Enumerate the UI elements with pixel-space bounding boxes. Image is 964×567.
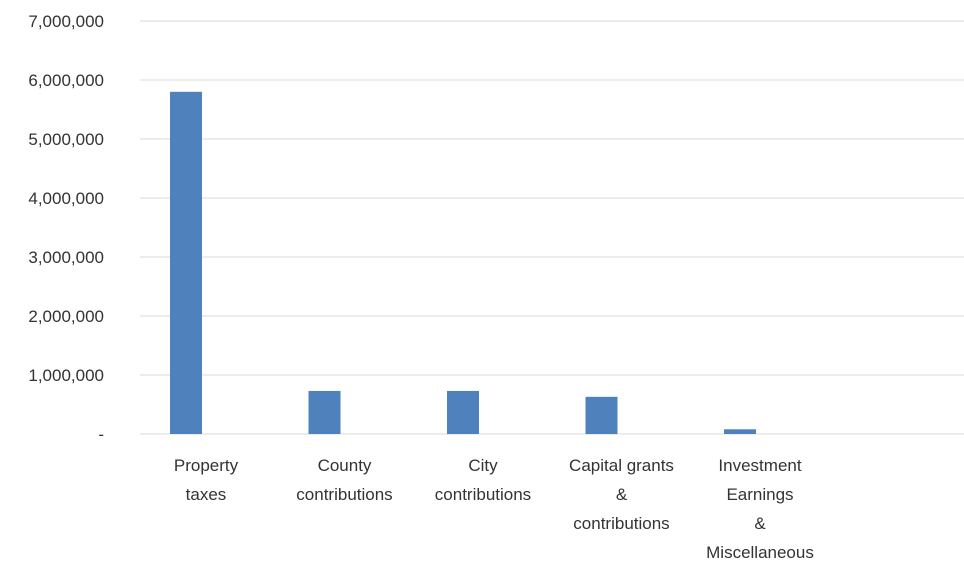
- y-tick-label: 6,000,000: [28, 71, 104, 90]
- bar: [308, 390, 341, 434]
- x-category-label-line: County: [318, 456, 372, 475]
- x-category-label-line: contributions: [573, 514, 669, 533]
- x-category-label-line: Earnings: [726, 485, 793, 504]
- y-tick-label: 5,000,000: [28, 130, 104, 149]
- x-category-label-line: &: [754, 514, 766, 533]
- x-category-label-line: contributions: [435, 485, 531, 504]
- y-tick-label: 7,000,000: [28, 12, 104, 31]
- y-tick-label: 1,000,000: [28, 366, 104, 385]
- y-tick-label: 4,000,000: [28, 189, 104, 208]
- bar: [447, 390, 479, 434]
- x-category-label-line: Miscellaneous: [706, 543, 814, 562]
- x-category-label: Property taxes: [174, 456, 239, 504]
- bar: [724, 429, 756, 434]
- y-axis-tick-labels: - 1,000,000 2,000,000 3,000,000 4,000,000 5,0…: [28, 12, 104, 444]
- x-category-label: County contributions: [296, 456, 392, 504]
- x-category-label: Investment Earnings & Miscellaneous: [706, 456, 814, 562]
- x-category-label-line: taxes: [186, 485, 227, 504]
- x-category-label-line: Property: [174, 456, 239, 475]
- x-category-label: City contributions: [435, 456, 531, 504]
- bar: [585, 396, 618, 434]
- x-category-label-line: City: [468, 456, 498, 475]
- bars: [170, 91, 756, 435]
- y-tick-label: 3,000,000: [28, 248, 104, 267]
- y-tick-label: -: [98, 425, 104, 444]
- x-category-label-line: Capital grants: [569, 456, 674, 475]
- x-category-label: Capital grants & contributions: [569, 456, 674, 533]
- y-tick-label: 2,000,000: [28, 307, 104, 326]
- x-category-label-line: contributions: [296, 485, 392, 504]
- x-category-label-line: &: [616, 485, 628, 504]
- bar: [170, 91, 202, 435]
- x-category-label-line: Investment: [718, 456, 801, 475]
- gridlines: [140, 20, 964, 435]
- x-axis-category-labels: Property taxes County contributions City cont…: [174, 456, 814, 562]
